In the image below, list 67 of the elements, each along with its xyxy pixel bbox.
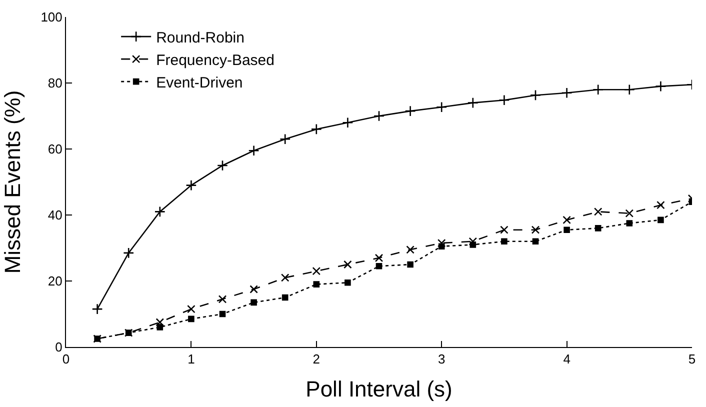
point [156,318,164,326]
point [656,200,665,210]
point [282,294,288,301]
point [500,226,508,234]
point [626,220,633,226]
point [561,87,572,98]
point [344,280,351,286]
point [92,304,103,315]
point [310,124,322,135]
point [594,225,602,232]
x-tick-label: 4 [563,352,570,367]
point [407,261,414,268]
y-tick-label: 80 [48,76,62,91]
point [123,247,134,258]
point [154,206,166,218]
point [186,180,197,191]
legend-label: Event-Driven [156,74,243,92]
point [342,117,354,128]
y-tick-label: 40 [48,208,62,223]
point [187,304,196,314]
point [470,242,476,248]
point [219,310,226,318]
point [532,238,539,245]
point [374,254,384,262]
y-tick-label: 20 [48,274,62,289]
point [216,160,228,172]
point [156,324,164,330]
point [406,246,414,254]
point [376,263,382,270]
point [280,274,290,282]
point [530,90,542,101]
point [373,110,385,122]
point [562,216,571,224]
point [501,238,508,245]
x-tick-label: 3 [438,352,446,367]
point [188,316,194,322]
point [312,266,321,276]
point [624,84,635,96]
point [625,209,634,218]
point [592,84,604,96]
point [438,243,445,250]
point [467,97,478,108]
point [594,208,602,216]
y-tick-label: 60 [48,142,62,157]
point [498,94,510,106]
point [280,134,291,145]
point [313,281,320,288]
y-tick-label: 100 [40,10,62,25]
point [218,295,227,304]
point [436,102,448,113]
x-tick-label: 2 [312,352,320,367]
point [404,106,416,117]
x-tick-label: 1 [188,352,195,367]
x-tick-label: 5 [688,352,696,367]
point [344,260,352,269]
point [250,299,257,306]
legend-label: Frequency-Based [156,52,274,69]
point [658,216,664,224]
point [531,226,540,234]
point [564,226,570,233]
x-axis-title: Poll Interval (s) [306,376,452,402]
legend-label: Round-Robin [156,29,244,46]
point [250,285,258,294]
y-axis-title: Missed Events (%) [0,90,25,274]
point [655,80,666,92]
point [248,145,260,156]
y-tick-label: 0 [55,340,62,355]
